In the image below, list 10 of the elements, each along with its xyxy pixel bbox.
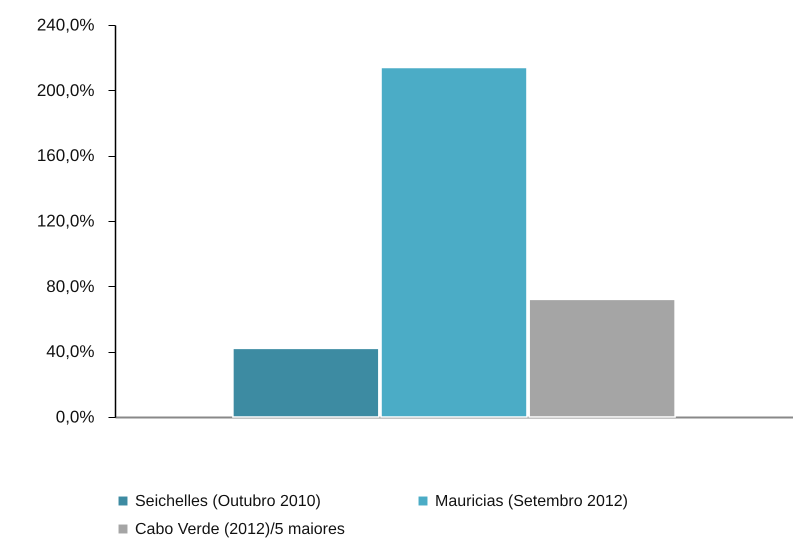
legend-label: Seichelles (Outubro 2010) bbox=[135, 493, 321, 510]
y-tick-label: 0,0% bbox=[56, 408, 94, 426]
y-tick-label: 40,0% bbox=[46, 342, 94, 362]
y-tick-label: 200,0% bbox=[36, 80, 94, 100]
y-tick-label: 160,0% bbox=[36, 146, 94, 166]
legend-label: Mauricias (Setembro 2012) bbox=[435, 493, 628, 510]
y-tick-label: 120,0% bbox=[36, 212, 94, 230]
y-tick-label: 80,0% bbox=[46, 276, 94, 296]
y-tick-label: 240,0% bbox=[36, 16, 94, 34]
legend-label: Cabo Verde (2012)/5 maiores bbox=[135, 521, 345, 538]
